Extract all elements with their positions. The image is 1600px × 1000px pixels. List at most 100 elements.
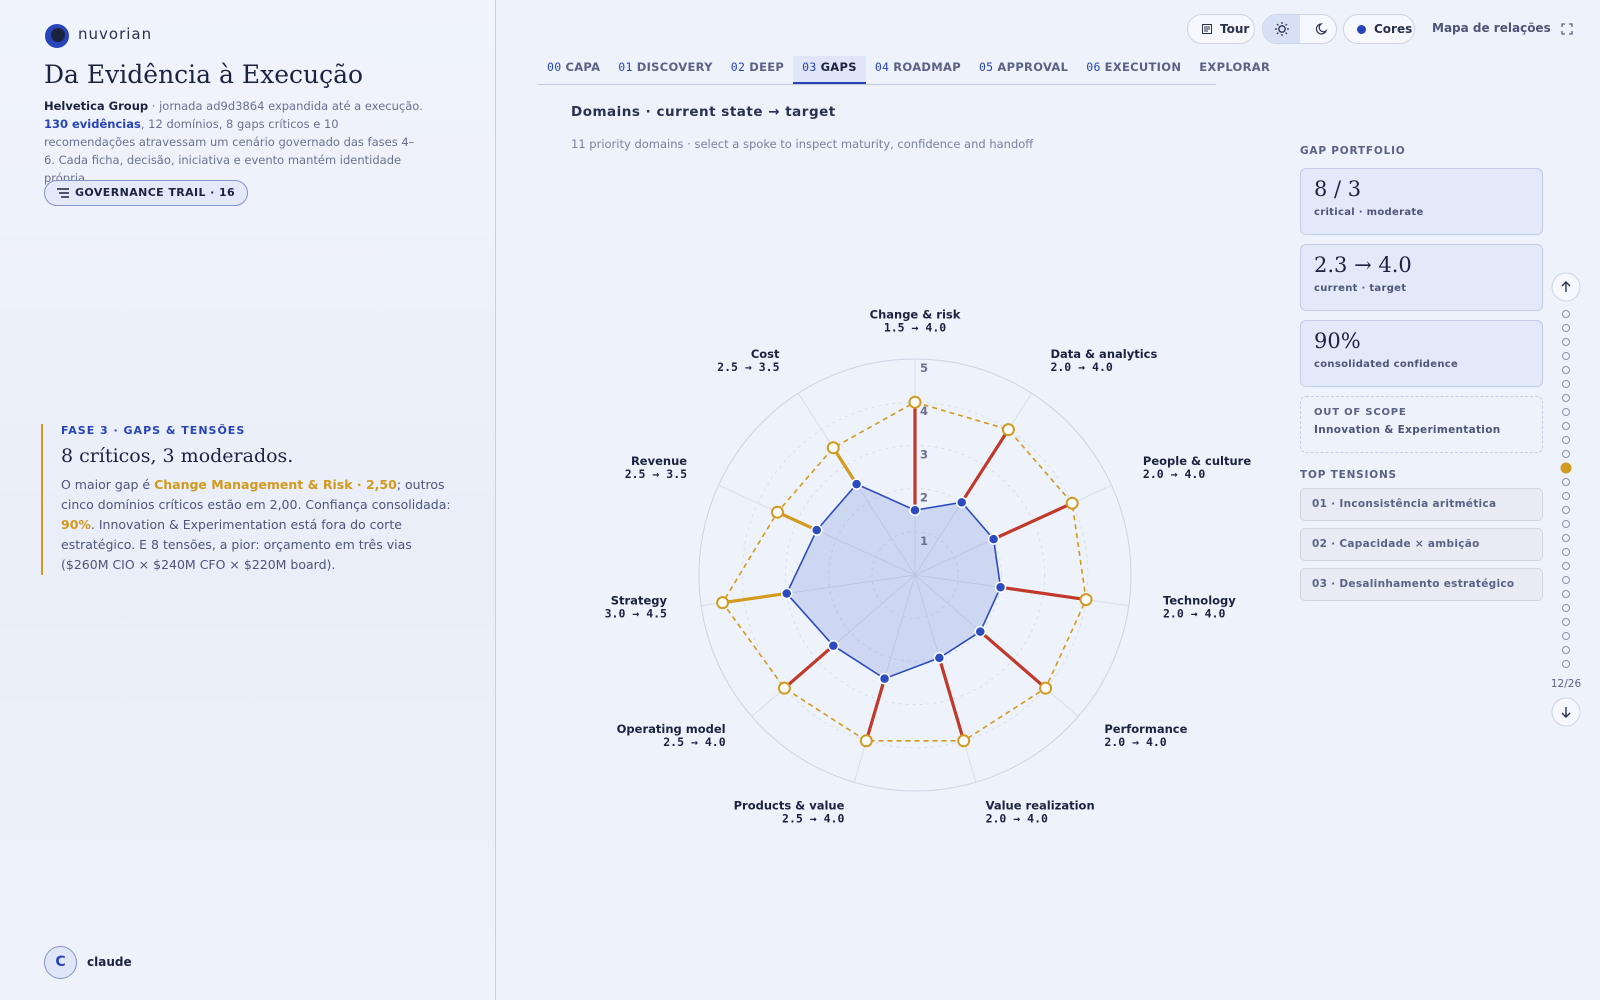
target-label: 3.5 [759,360,780,374]
stat-card: 90% consolidated confidence [1300,320,1543,387]
gap-line[interactable] [783,644,835,690]
gap-line[interactable] [1000,585,1087,602]
page-title: Da Evidência à Execução [44,60,364,89]
tab[interactable]: 00 CAPA [538,56,609,84]
light-mode[interactable] [1263,15,1300,43]
tab[interactable]: 06 EXECUTION [1077,56,1190,84]
separator: → [745,360,752,374]
gap-line[interactable] [831,446,858,486]
current-point[interactable] [878,672,891,685]
fullscreen-button[interactable] [1560,22,1574,36]
current-point[interactable] [909,504,921,516]
tab[interactable]: 04 ROADMAP [866,56,970,84]
axis-values: 2.0 → 4.0 [1050,360,1112,374]
pager-dot[interactable] [1562,604,1570,612]
axis-label: Operating model [617,722,726,736]
gap-line[interactable] [960,428,1010,504]
current-point[interactable] [850,478,863,490]
tab[interactable]: 02 DEEP [722,56,793,84]
axis-label: People & culture [1143,454,1251,468]
pager-dot[interactable] [1562,450,1570,458]
tab[interactable]: 05 APPROVAL [970,56,1077,84]
gap-line[interactable] [722,591,787,605]
pager-dot[interactable] [1562,380,1570,388]
phase-text: . Innovation & Experimentation está fora… [61,517,412,572]
separator: → [632,607,639,621]
pager-dot[interactable] [1562,436,1570,444]
tab-number: 02 [730,60,746,74]
pager-dot[interactable] [1562,352,1570,360]
tension-item[interactable]: 01 · Inconsistência aritmética [1300,488,1543,521]
target-point [777,681,791,695]
ring-label: 4 [920,404,928,418]
axis-label: Data & analytics [1050,347,1157,361]
current-point[interactable] [987,533,1000,545]
evidence-link[interactable]: 130 evidências [44,117,141,131]
axis-values: 2.0 → 4.0 [1163,607,1225,621]
tab[interactable]: 01 DISCOVERY [609,56,721,84]
pager-dot[interactable] [1562,338,1570,346]
current-point[interactable] [974,625,987,638]
relations-map-link[interactable]: Mapa de relações [1432,21,1551,35]
pager-dot[interactable] [1562,408,1570,416]
org: Helvetica Group [44,99,149,113]
tension-item[interactable]: 03 · Desalinhamento estratégico [1300,568,1543,601]
gap-line[interactable] [937,657,966,742]
axis-values: 3.0 → 4.5 [605,607,667,621]
axis-values: 2.0 → 4.0 [986,811,1048,825]
pager-dot[interactable] [1562,660,1570,668]
pager-dot[interactable] [1562,520,1570,528]
pager-dot[interactable] [1562,394,1570,402]
pager-dot[interactable] [1562,506,1570,514]
pager-dot[interactable] [1562,478,1570,486]
gap-line[interactable] [992,501,1073,541]
trail-label: GOVERNANCE TRAIL · 16 [75,186,236,199]
tour-label: Tour [1220,22,1250,36]
target-point [826,441,840,455]
current-point[interactable] [933,652,946,664]
gap-line[interactable] [864,678,887,742]
pager-dot[interactable] [1562,576,1570,584]
phase-highlight: Change Management & Risk · 2,50 [154,477,397,492]
pager-dot[interactable] [1560,462,1572,474]
current-point[interactable] [811,524,823,536]
pager-dot[interactable] [1562,492,1570,500]
pager-dot[interactable] [1562,366,1570,374]
phase-text: O maior gap é [61,477,155,492]
pager-dot[interactable] [1562,534,1570,542]
axis-label: Products & value [734,798,845,812]
pager-dot[interactable] [1562,562,1570,570]
target-label: 4.5 [646,607,667,621]
pager-dot[interactable] [1562,548,1570,556]
separator: → [1013,811,1020,825]
intro-text: , 12 domínios, 8 gaps críticos e 10 reco… [44,117,415,185]
current-point[interactable] [955,496,968,509]
current-point[interactable] [994,581,1007,594]
target-point [770,505,784,519]
pager-dot[interactable] [1562,646,1570,654]
current-point[interactable] [827,639,840,652]
tour-button[interactable]: Tour [1187,14,1255,44]
gap-line[interactable] [776,510,818,532]
pager-dot[interactable] [1562,618,1570,626]
pager-label: 12/26 [1551,678,1582,690]
pager-dot[interactable] [1562,324,1570,332]
tab[interactable]: EXPLORAR [1190,56,1279,84]
tab[interactable]: 03 GAPS [793,56,866,84]
theme-toggle[interactable] [1262,14,1337,44]
colors-button[interactable]: Cores [1343,14,1415,44]
tab-label: GAPS [820,60,857,74]
governance-trail-button[interactable]: GOVERNANCE TRAIL · 16 [44,180,249,206]
current-point[interactable] [780,587,793,600]
next-arrow [1561,707,1571,718]
current-label: 1.5 [884,320,905,334]
tension-item[interactable]: 02 · Capacidade × ambição [1300,528,1543,561]
pager-dot[interactable] [1562,590,1570,598]
pager-dot[interactable] [1562,422,1570,430]
gap-line[interactable] [979,630,1047,690]
pager-dot[interactable] [1562,632,1570,640]
axis-values: 2.0 → 4.0 [1143,467,1205,481]
separator: → [1132,735,1139,749]
pager-dot[interactable] [1562,310,1570,318]
user-avatar[interactable]: C [44,946,77,979]
